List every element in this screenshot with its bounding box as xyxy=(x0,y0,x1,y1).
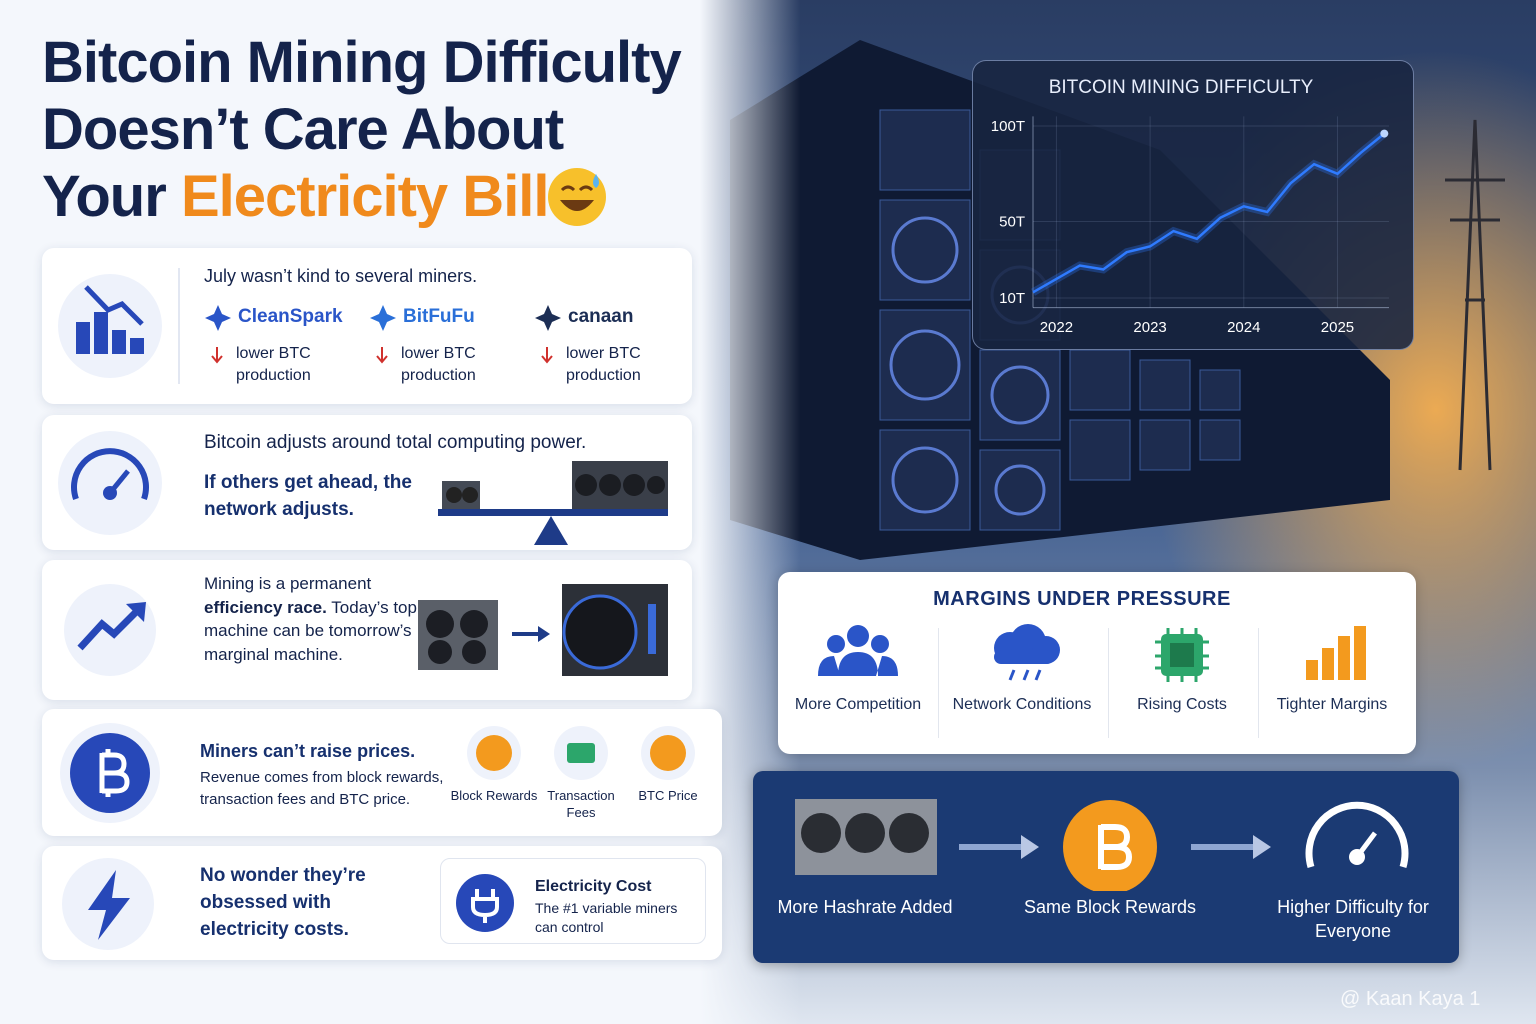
arrow xyxy=(541,347,553,364)
margin-item: Rising Costs xyxy=(1137,696,1227,713)
company-logo xyxy=(205,305,231,331)
machines-arrow xyxy=(418,584,668,676)
x-tick-label: 2023 xyxy=(1133,319,1166,336)
y-tick-label: 50T xyxy=(999,214,1025,231)
series-line xyxy=(1032,132,1386,294)
company-name: CleanSpark xyxy=(238,306,343,327)
margin-item: Tighter Margins xyxy=(1276,696,1388,713)
title-line: Doesn’t Care About xyxy=(42,97,564,162)
flow-step: Higher Difficulty for Everyone xyxy=(1277,897,1429,941)
chart-title: BITCOIN MINING DIFFICULTY xyxy=(1049,77,1314,98)
x-tick-label: 2022 xyxy=(1040,319,1073,336)
card-adjust: Bitcoin adjusts around total computing p… xyxy=(42,415,692,550)
icon-mark xyxy=(650,735,686,771)
margin-item: More Competition xyxy=(794,696,922,713)
flow-panel: More Hashrate Added Same Block Rewards Hig… xyxy=(753,771,1459,963)
flow-icons xyxy=(795,799,1409,891)
bolt-icon xyxy=(62,858,154,950)
watermark: @ Kaan Kaya 1 xyxy=(1340,988,1481,1010)
divider xyxy=(1108,628,1109,738)
cost-box: Electricity Cost The #1 variable miners … xyxy=(440,858,706,944)
margins-panel: MARGINS UNDER PRESSURE More Competition N… xyxy=(778,572,1416,754)
icon-mark xyxy=(567,743,595,763)
divider xyxy=(1258,628,1259,738)
flow-step: Same Block Rewards xyxy=(1023,897,1197,917)
card-race: Mining is a permanent efficiency race. T… xyxy=(42,560,692,700)
trend-icon xyxy=(64,584,156,676)
logo-shape xyxy=(205,305,231,331)
divider xyxy=(938,628,939,738)
panel-title: MARGINS UNDER PRESSURE xyxy=(933,588,1231,610)
text-lead: Mining is a permanent xyxy=(204,574,372,593)
title-line: Bitcoin Mining Difficulty xyxy=(42,30,682,95)
bitcoin-icon xyxy=(60,723,160,823)
company-note: lower BTC production xyxy=(236,345,311,384)
card-heading: Miners can’t raise prices. xyxy=(200,741,416,761)
end-point xyxy=(1380,129,1389,138)
chart-panel: BITCOIN MINING DIFFICULTY 10T 50T 100T 2022… xyxy=(972,60,1414,350)
text-emphasis: efficiency race. xyxy=(204,597,327,617)
margin-item: Network Conditions xyxy=(952,696,1092,713)
title-text: Your xyxy=(42,164,167,229)
arrow xyxy=(211,347,223,364)
gauge-icon xyxy=(58,431,162,535)
y-tick-label: 100T xyxy=(991,118,1025,135)
box-text: The #1 variable miners can control xyxy=(535,900,678,935)
company-logo xyxy=(370,305,396,331)
box-title: Electricity Cost xyxy=(535,878,652,895)
card-text: No wonder they’re obsessed with electric… xyxy=(200,865,366,940)
revenue-icon xyxy=(554,726,608,780)
logo-shape xyxy=(370,305,396,331)
down-arrow xyxy=(211,347,223,364)
flow-step: More Hashrate Added xyxy=(777,897,953,917)
text-rest: Today’s top machine can be tomorrow’s ma… xyxy=(204,597,417,664)
balance-scale xyxy=(438,461,668,545)
company-logo xyxy=(535,305,561,331)
card-prices: Miners can’t raise prices. Revenue comes… xyxy=(42,709,722,836)
arrow xyxy=(376,347,388,364)
chart-icon xyxy=(58,274,162,378)
series-glow xyxy=(1031,130,1387,296)
y-tick-label: 10T xyxy=(999,290,1025,307)
company-note: lower BTC production xyxy=(401,345,476,384)
card-text: July wasn’t kind to several miners. xyxy=(204,266,478,286)
card-text: Mining is a permanent efficiency race. T… xyxy=(204,572,434,666)
title-accent: Electricity Bill xyxy=(180,164,550,229)
chart: BITCOIN MINING DIFFICULTY 10T 50T 100T 2022… xyxy=(991,77,1389,336)
down-arrow xyxy=(541,347,553,364)
card-emphasis: If others get ahead, the network adjusts… xyxy=(204,472,412,520)
logo-shape xyxy=(535,305,561,331)
revenue-label: Block Rewards xyxy=(450,788,538,803)
company-note: lower BTC production xyxy=(566,345,641,384)
card-text: Revenue comes from block rewards, transa… xyxy=(200,769,444,808)
title-line: Your Electricity Bill xyxy=(42,164,550,230)
revenue-icon xyxy=(641,726,695,780)
x-tick-label: 2025 xyxy=(1321,319,1354,336)
margins-icons xyxy=(818,624,1366,682)
revenue-icon xyxy=(467,726,521,780)
revenue-label: Transaction Fees xyxy=(547,788,615,820)
down-arrow xyxy=(376,347,388,364)
revenue-label: BTC Price xyxy=(638,788,698,803)
icon-mark xyxy=(476,735,512,771)
company-name: BitFuFu xyxy=(403,306,475,327)
company-name: canaan xyxy=(568,306,634,327)
card-text: Bitcoin adjusts around total computing p… xyxy=(204,432,587,453)
card-electricity: No wonder they’re obsessed with electric… xyxy=(42,846,722,960)
card-miners: July wasn’t kind to several miners. Clea… xyxy=(42,248,692,404)
emoji-icon xyxy=(548,168,606,226)
x-tick-label: 2024 xyxy=(1227,319,1260,336)
divider xyxy=(178,268,180,384)
plug-icon xyxy=(456,874,514,932)
